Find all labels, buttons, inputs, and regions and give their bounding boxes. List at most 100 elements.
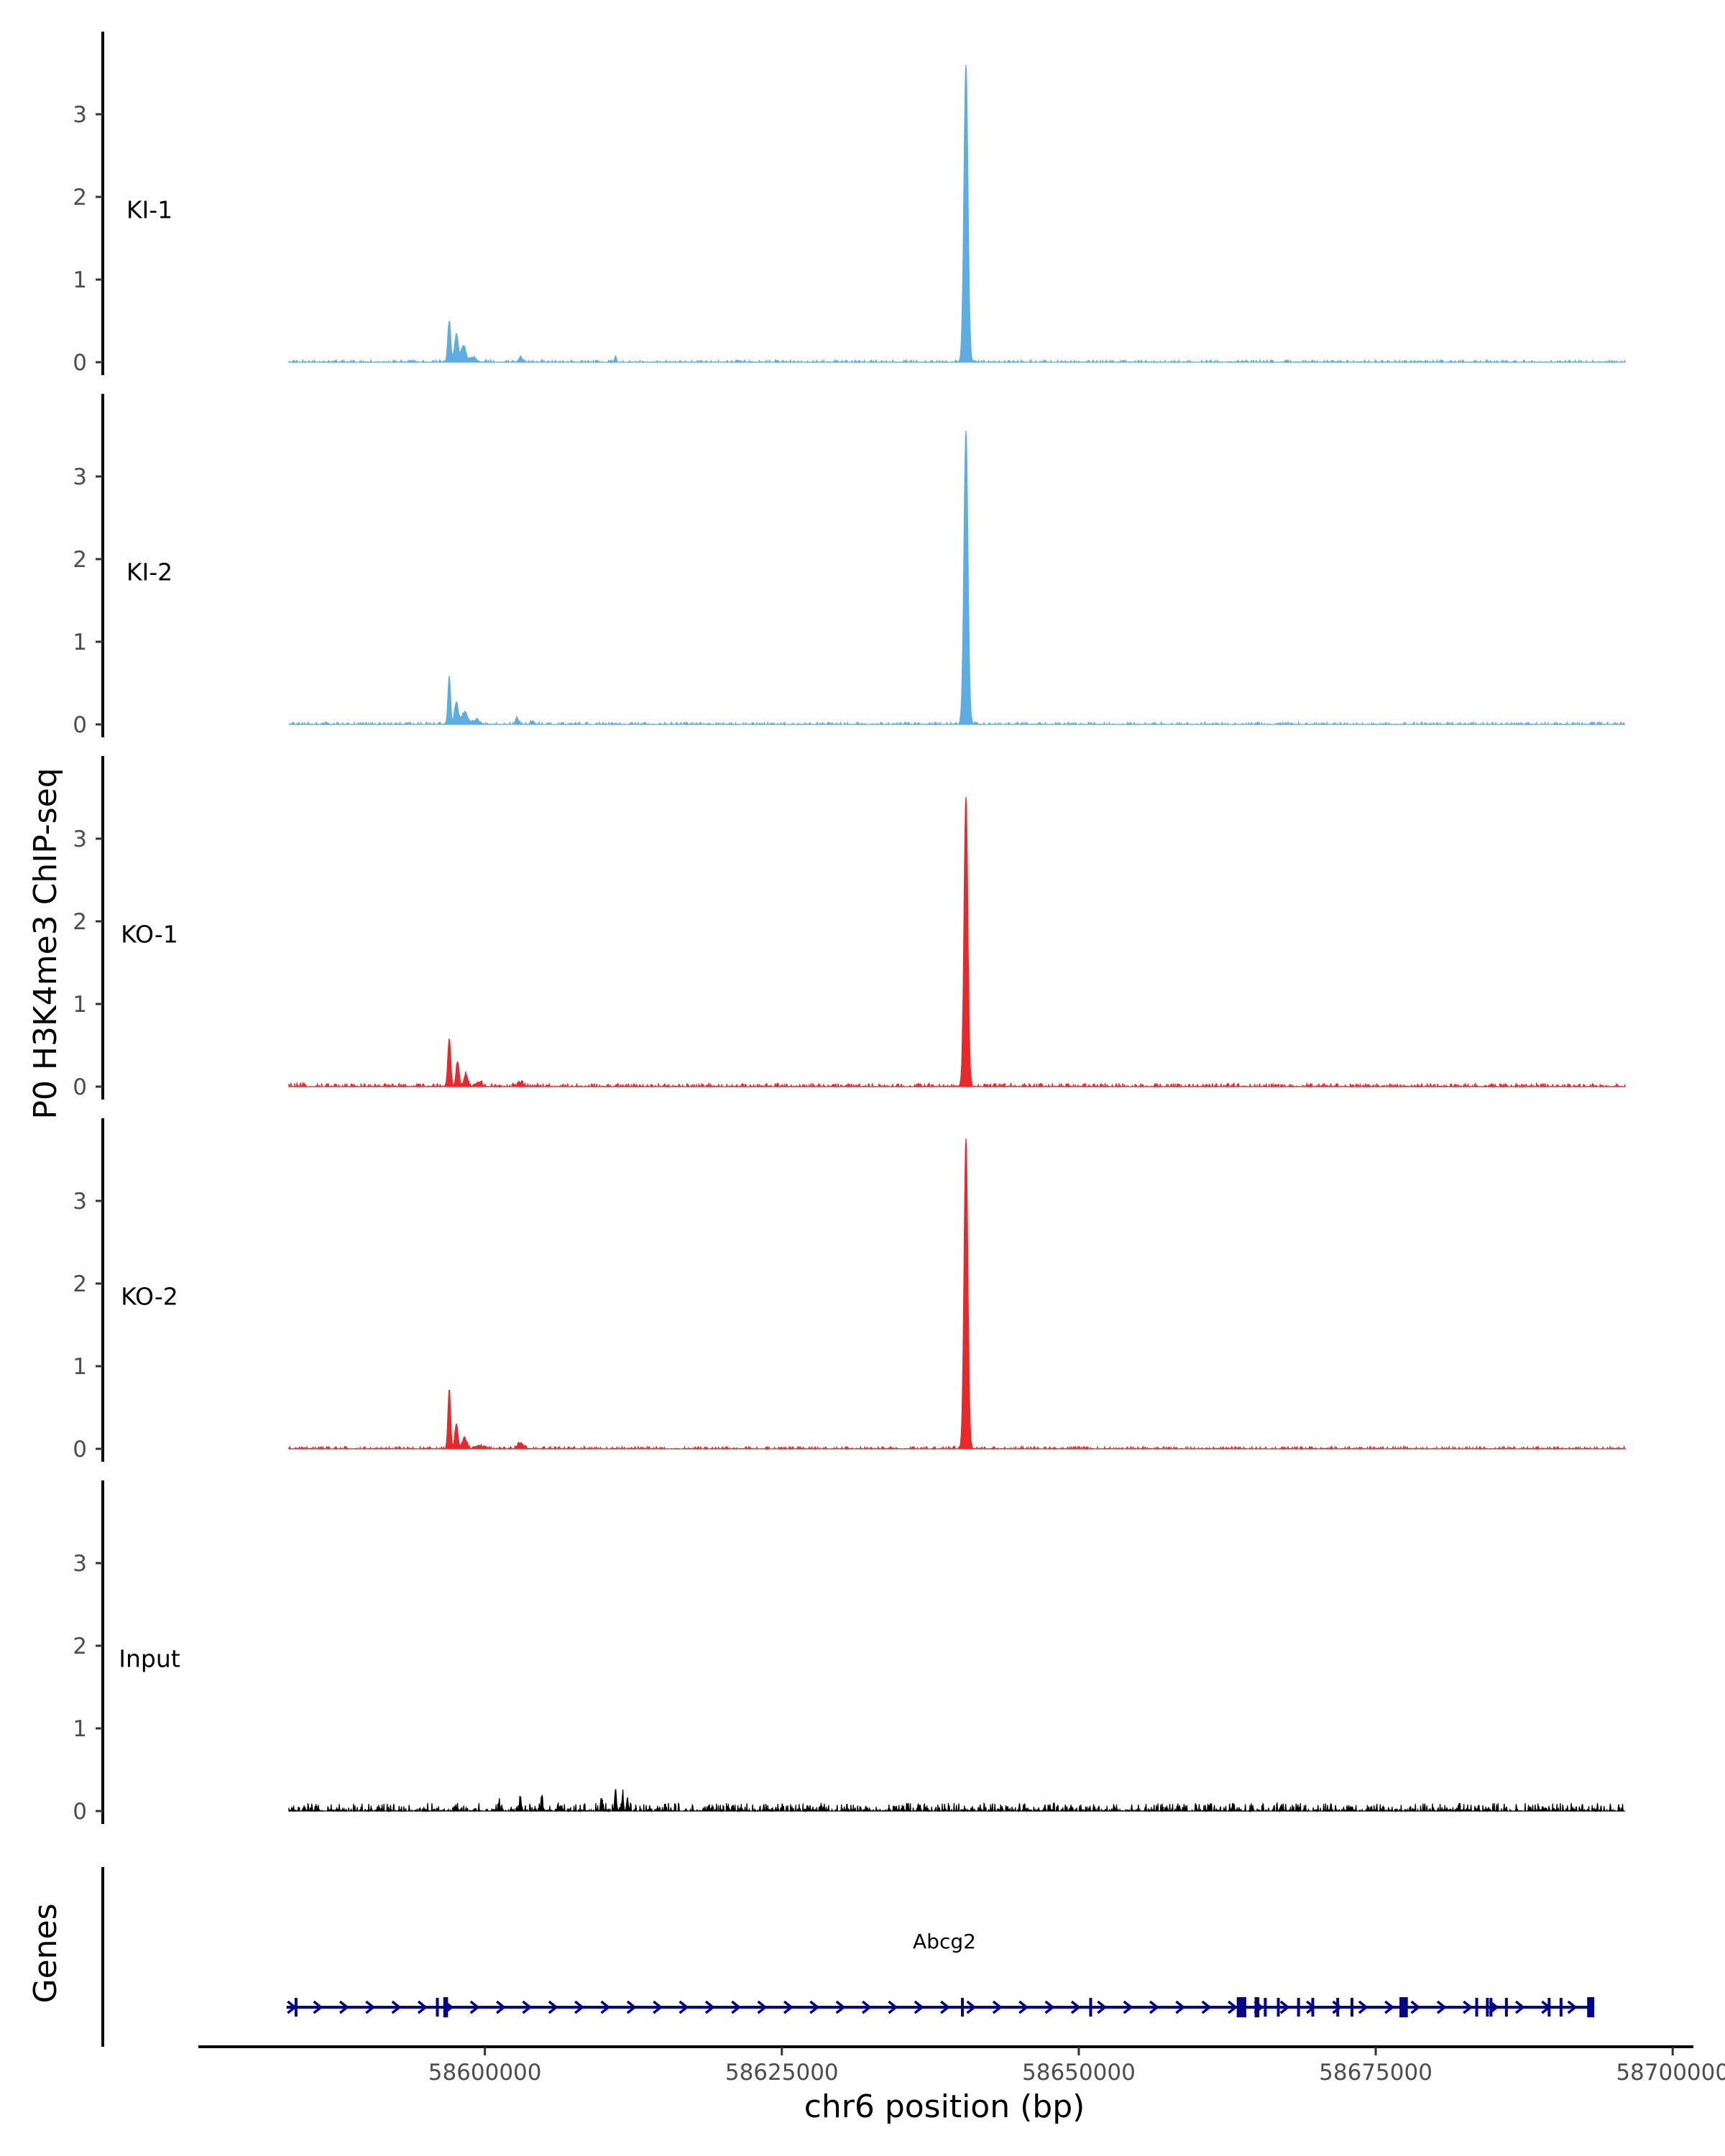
gene-track: Abcg2 xyxy=(101,1867,1595,2047)
strand-arrow xyxy=(522,2000,533,2014)
strand-arrow xyxy=(914,2000,924,2014)
gene-exon xyxy=(1254,1997,1260,2017)
y-axis-title: P0 H3K4me3 ChIP-seq xyxy=(27,768,64,1119)
x-axis-title: chr6 position (bp) xyxy=(804,2088,1085,2125)
gene-exon xyxy=(436,1998,439,2017)
y-tick-label: 0 xyxy=(73,350,87,376)
gene-exon xyxy=(1587,1997,1595,2017)
x-tick-label: 58650000 xyxy=(1022,2060,1136,2086)
y-tick-label: 1 xyxy=(73,1716,87,1742)
y-tick-label: 0 xyxy=(73,1074,87,1100)
track-input: 0 1 2 3 Input xyxy=(73,1480,1626,1825)
x-tick-label: 58700000 xyxy=(1616,2060,1725,2086)
strand-arrow xyxy=(1567,2000,1578,2014)
strand-arrow xyxy=(783,2000,794,2014)
gene-exon xyxy=(1236,1997,1246,2017)
signal-area xyxy=(288,64,1626,364)
y-tick-label: 3 xyxy=(73,1551,87,1577)
strand-arrow xyxy=(1228,2000,1238,2014)
y-tick-label: 3 xyxy=(73,826,87,852)
gene-exon xyxy=(1276,1998,1280,2017)
y-tick-label: 2 xyxy=(73,909,87,935)
y-tick-label: 1 xyxy=(73,992,87,1018)
strand-arrow xyxy=(1123,2000,1133,2014)
y-tick-label: 1 xyxy=(73,1354,87,1380)
gene-exon xyxy=(1547,1998,1551,2017)
y-tick-label: 1 xyxy=(73,630,87,655)
track-label: Input xyxy=(119,1644,180,1672)
gene-name-label: Abcg2 xyxy=(913,1930,976,1953)
gene-exon xyxy=(1311,1998,1315,2017)
track-label: KI-1 xyxy=(126,195,172,224)
gene-exon xyxy=(1489,1998,1493,2017)
y-tick-label: 3 xyxy=(73,464,87,490)
track-ki-2: 0 1 2 3 KI-2 xyxy=(73,394,1626,738)
strand-arrow xyxy=(1463,2000,1473,2014)
strand-arrow xyxy=(704,2000,715,2014)
strand-arrow xyxy=(626,2000,637,2014)
strand-arrow xyxy=(1201,2000,1212,2014)
strand-arrow xyxy=(888,2000,898,2014)
y-tick-label: 3 xyxy=(73,102,87,128)
strand-arrow xyxy=(391,2000,402,2014)
tracks: 0 1 2 3 KI-1 0 1 2 3 KI-2 0 1 2 3 KO-1 0 1 2 3 KO-2 0 1 2 3 Inpu… xyxy=(73,32,1627,1825)
strand-arrow xyxy=(1070,2000,1081,2014)
strand-arrow xyxy=(574,2000,584,2014)
track-ko-2: 0 1 2 3 KO-2 xyxy=(73,1118,1627,1462)
gene-exon xyxy=(1351,1998,1354,2017)
strand-arrow xyxy=(417,2000,428,2014)
x-tick-label: 58675000 xyxy=(1319,2060,1432,2086)
y-tick-label: 0 xyxy=(73,1799,87,1825)
strand-arrow xyxy=(365,2000,376,2014)
gene-exon xyxy=(1297,1998,1300,2017)
strand-arrow xyxy=(757,2000,768,2014)
strand-arrow xyxy=(835,2000,846,2014)
strand-arrow xyxy=(809,2000,820,2014)
strand-arrow xyxy=(1514,2000,1525,2014)
signal-area xyxy=(288,1789,1626,1813)
strand-arrow xyxy=(1279,2000,1290,2014)
strand-arrow xyxy=(678,2000,689,2014)
strand-arrow xyxy=(1410,2000,1421,2014)
strand-arrow xyxy=(469,2000,480,2014)
strand-arrow xyxy=(862,2000,872,2014)
signal-area xyxy=(288,430,1626,727)
y-tick-label: 2 xyxy=(73,1271,87,1297)
strand-arrow xyxy=(731,2000,742,2014)
track-label: KI-2 xyxy=(126,558,172,586)
signal-area xyxy=(288,796,1626,1089)
y-tick-label: 0 xyxy=(73,712,87,738)
strand-arrow xyxy=(1175,2000,1186,2014)
strand-arrow xyxy=(1018,2000,1029,2014)
gene-exon xyxy=(1475,1998,1478,2017)
track-label: KO-1 xyxy=(121,920,178,948)
strand-arrow xyxy=(496,2000,506,2014)
gene-exon xyxy=(1486,1998,1489,2017)
gene-exon xyxy=(1336,1998,1340,2017)
strand-arrow xyxy=(653,2000,663,2014)
y-tick-label: 2 xyxy=(73,547,87,573)
y-tick-label: 1 xyxy=(73,267,87,293)
strand-arrow xyxy=(1332,2000,1343,2014)
gene-track-title: Genes xyxy=(27,1903,64,2003)
y-tick-label: 3 xyxy=(73,1189,87,1215)
gene-exon xyxy=(1559,1998,1563,2017)
x-tick-label: 58600000 xyxy=(428,2060,542,2086)
gene-exon xyxy=(1264,1998,1267,2017)
gene-exon xyxy=(443,1997,448,2017)
strand-arrow xyxy=(548,2000,558,2014)
strand-arrow xyxy=(1044,2000,1055,2014)
strand-arrow xyxy=(1384,2000,1395,2014)
x-axis: 58600000 58625000 58650000 58675000 58700000 xyxy=(198,2045,1725,2086)
gene-exon xyxy=(1504,1998,1508,2017)
track-ki-1: 0 1 2 3 KI-1 xyxy=(73,32,1626,376)
strand-arrow xyxy=(940,2000,950,2014)
strand-arrow xyxy=(313,2000,323,2014)
gene-exon xyxy=(1399,1997,1408,2017)
strand-arrow xyxy=(339,2000,349,2014)
y-tick-label: 0 xyxy=(73,1437,87,1462)
strand-arrow xyxy=(1149,2000,1159,2014)
gene-exon xyxy=(1089,1998,1092,2017)
